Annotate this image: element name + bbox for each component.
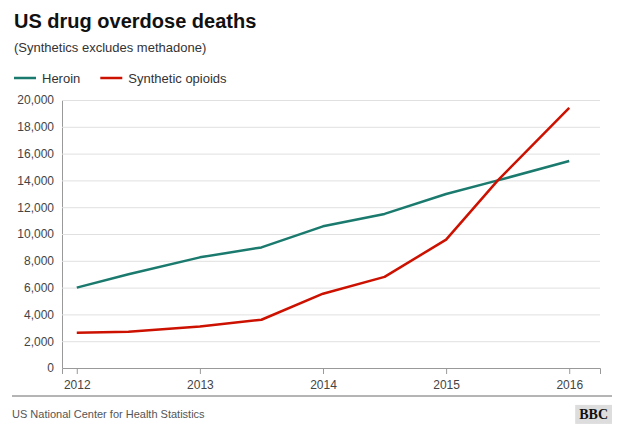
grid-line (62, 234, 600, 235)
x-tick-label: 2013 (187, 378, 214, 392)
series-line (77, 108, 569, 333)
y-tick-label: 6,000 (24, 281, 54, 295)
grid-line (62, 207, 600, 208)
grid-line (62, 127, 600, 128)
grid-line (62, 180, 600, 181)
tick-mark (77, 368, 78, 374)
y-tick-label: 14,000 (17, 174, 54, 188)
grid-line (62, 288, 600, 289)
x-tick: 2016 (556, 368, 583, 392)
grid-line (62, 100, 600, 101)
x-tick: 2012 (64, 368, 91, 392)
y-tick-label: 20,000 (17, 93, 54, 107)
tick-mark (446, 368, 447, 374)
x-tick-label: 2014 (310, 378, 337, 392)
x-tick: 2014 (310, 368, 337, 392)
legend-swatch (14, 77, 36, 80)
y-tick: 2,000 (24, 335, 600, 349)
legend-swatch (100, 77, 122, 80)
x-tick-label: 2012 (64, 378, 91, 392)
y-tick: 12,000 (17, 201, 600, 215)
y-tick-label: 10,000 (17, 227, 54, 241)
grid-line (62, 314, 600, 315)
tick-mark (323, 368, 324, 374)
legend-label: Heroin (42, 71, 80, 86)
y-tick: 10,000 (17, 227, 600, 241)
grid-line (62, 261, 600, 262)
y-axis-line (63, 101, 601, 369)
legend: Heroin Synthetic opioids (14, 71, 227, 86)
tick-mark (200, 368, 201, 374)
legend-item: Heroin (14, 71, 80, 86)
source: US National Center for Health Statistics (12, 408, 205, 420)
y-tick: 16,000 (17, 147, 600, 161)
y-tick-label: 2,000 (24, 335, 54, 349)
subtitle: (Synthetics excludes methadone) (14, 40, 206, 55)
y-tick: 0 (47, 361, 600, 375)
y-tick: 6,000 (24, 281, 600, 295)
y-tick-label: 8,000 (24, 254, 54, 268)
watermark-box (575, 405, 612, 424)
series-line (77, 161, 569, 288)
y-tick: 8,000 (24, 254, 600, 268)
y-tick-label: 4,000 (24, 308, 54, 322)
legend-label: Synthetic opioids (128, 71, 227, 86)
tick-mark (569, 368, 570, 374)
y-tick: 20,000 (17, 93, 600, 107)
watermark: BBC (575, 405, 612, 424)
grid-line (62, 341, 600, 342)
grid-line (62, 154, 600, 155)
y-tick-label: 0 (47, 361, 54, 375)
plot-area: 0 2,000 4,000 6,000 8,000 10,000 12,000 14,000 1… (17, 93, 600, 391)
x-tick-label: 2015 (433, 378, 460, 392)
y-tick-label: 16,000 (17, 147, 54, 161)
y-tick: 18,000 (17, 120, 600, 134)
x-tick: 2015 (433, 368, 460, 392)
title: US drug overdose deaths (14, 10, 256, 32)
x-tick-label: 2016 (556, 378, 583, 392)
chart: US drug overdose deaths (Synthetics exclu… (0, 0, 624, 430)
x-tick: 2013 (187, 368, 214, 392)
lines (77, 108, 569, 333)
legend-item: Synthetic opioids (100, 71, 227, 86)
separator (12, 396, 612, 397)
y-tick-label: 12,000 (17, 201, 54, 215)
y-tick-label: 18,000 (17, 120, 54, 134)
x-axis: 2012 2013 2014 2015 2016 (63, 368, 601, 392)
x-axis-line (63, 369, 601, 375)
watermark-text: BBC (579, 407, 608, 422)
y-axis: 0 2,000 4,000 6,000 8,000 10,000 12,000 14,000 1… (17, 93, 600, 375)
y-tick: 4,000 (24, 308, 600, 322)
